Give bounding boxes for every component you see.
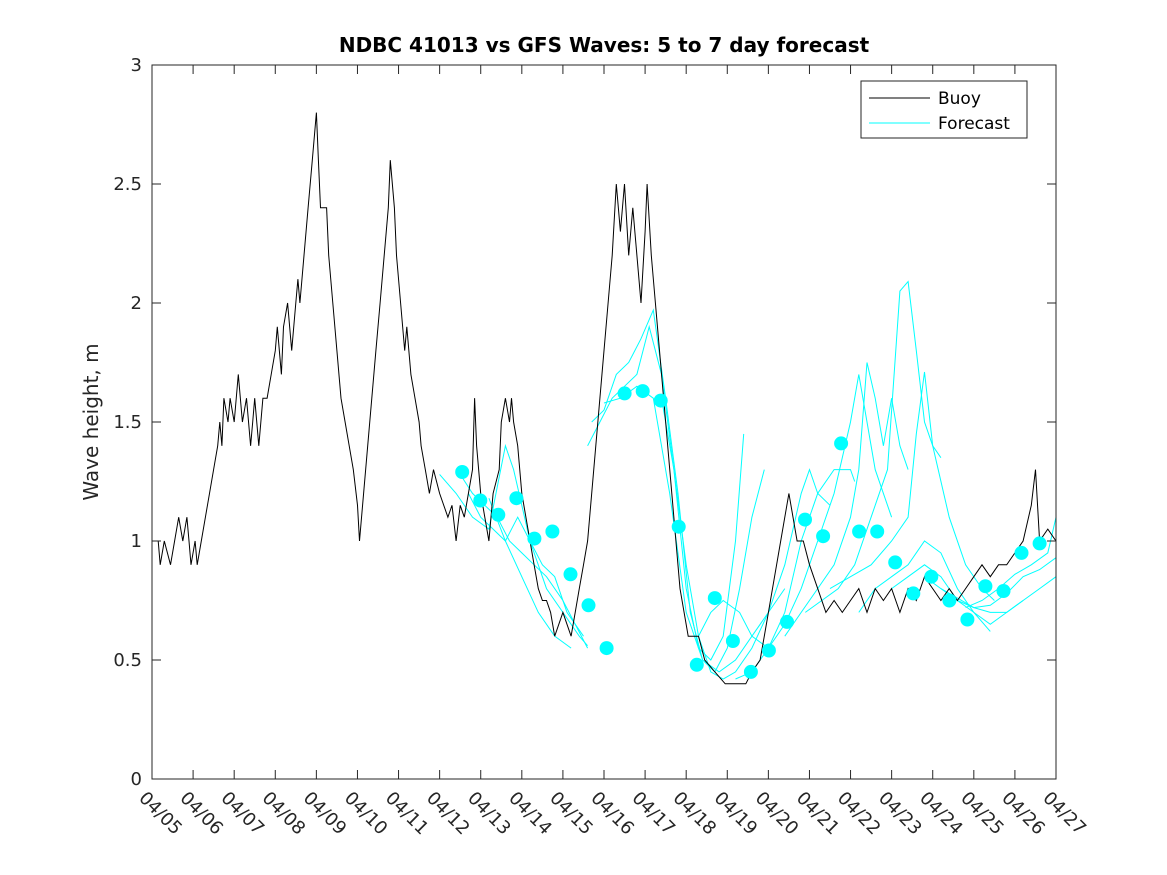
- forecast-marker: [509, 491, 524, 506]
- forecast-line: [467, 493, 584, 637]
- forecast-marker: [653, 393, 668, 408]
- forecast-marker: [725, 634, 740, 648]
- forecast-line: [805, 280, 942, 613]
- forecast-marker: [888, 555, 903, 570]
- forecast-line: [698, 469, 856, 649]
- forecast-line: [488, 498, 572, 649]
- legend-box: [860, 80, 1028, 139]
- series-layer: [152, 112, 1057, 685]
- forecast-marker: [996, 584, 1011, 598]
- forecast-marker: [599, 641, 614, 656]
- buoy-line: [152, 112, 1057, 685]
- forecast-line: [858, 540, 1024, 625]
- y-tick-label: 1.5: [113, 412, 142, 433]
- forecast-marker: [563, 567, 578, 582]
- forecast-marker: [545, 524, 560, 539]
- forecast-marker: [924, 569, 939, 584]
- forecast-marker: [707, 591, 722, 606]
- forecast-line: [940, 557, 1057, 609]
- y-tick-label: 2.5: [113, 174, 142, 195]
- legend-buoy-label: Buoy: [938, 89, 981, 109]
- forecast-marker: [671, 519, 686, 534]
- forecast-line: [891, 564, 991, 632]
- forecast-marker: [581, 598, 596, 613]
- forecast-marker: [527, 531, 542, 546]
- forecast-marker: [852, 524, 867, 539]
- y-tick-label: 0.5: [113, 650, 142, 671]
- forecast-marker: [491, 507, 506, 522]
- forecast-line: [439, 443, 588, 647]
- forecast-marker: [743, 664, 758, 679]
- forecast-line: [784, 362, 909, 637]
- forecast-marker: [942, 593, 957, 608]
- forecast-line: [591, 308, 765, 673]
- forecast-line: [829, 371, 995, 601]
- forecast-line: [587, 324, 745, 661]
- legend-forecast-label: Forecast: [938, 114, 1010, 134]
- forecast-marker: [455, 465, 470, 479]
- chart-title: NDBC 41013 vs GFS Waves: 5 to 7 day fore…: [339, 33, 870, 57]
- forecast-marker: [1014, 545, 1029, 560]
- forecast-line: [661, 398, 831, 680]
- y-tick-label: 2: [131, 293, 142, 314]
- forecast-marker: [834, 436, 849, 451]
- plot-area: [152, 65, 1056, 779]
- forecast-marker: [906, 586, 921, 601]
- forecast-line: [965, 517, 1057, 609]
- forecast-marker: [780, 614, 794, 629]
- forecast-marker: [960, 612, 975, 627]
- y-tick-label: 1: [131, 531, 142, 552]
- forecast-marker: [761, 643, 776, 658]
- forecast-marker: [473, 493, 488, 508]
- forecast-marker: [978, 579, 993, 594]
- y-axis-label: Wave height, m: [79, 343, 103, 500]
- plot-frame: [151, 64, 1057, 780]
- forecast-marker: [1032, 536, 1047, 551]
- forecast-marker: [689, 657, 704, 672]
- forecast-marker: [635, 384, 650, 399]
- y-tick-label: 0: [131, 769, 142, 790]
- y-tick-label: 3: [131, 55, 142, 76]
- forecast-marker: [816, 529, 831, 544]
- legend: Buoy Forecast: [860, 80, 1028, 139]
- forecast-marker: [798, 512, 812, 527]
- forecast-marker: [870, 524, 885, 539]
- forecast-marker: [617, 386, 632, 401]
